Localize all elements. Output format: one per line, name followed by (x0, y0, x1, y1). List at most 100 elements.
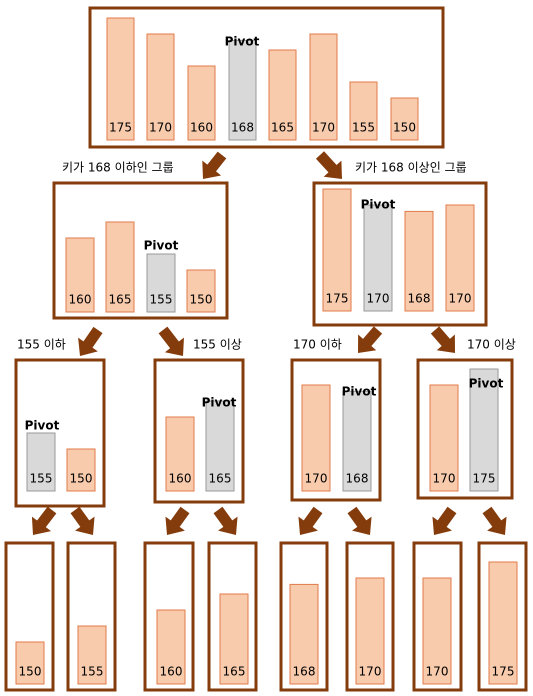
height-bar (228, 39, 257, 141)
height-bar (342, 390, 372, 492)
split-label: 키가 168 이하인 그룹 (62, 161, 174, 175)
group-box (312, 181, 488, 327)
height-value: 168 (408, 292, 431, 306)
pivot-label: Pivot (361, 198, 396, 212)
height-value: 150 (19, 665, 42, 679)
height-bar (301, 384, 331, 492)
split-label: 키가 168 이상인 그룹 (355, 161, 467, 175)
arrow (31, 506, 57, 535)
height-bar (106, 17, 135, 141)
height-bar (77, 625, 107, 685)
height-bar (404, 210, 434, 312)
arrow (298, 506, 323, 535)
height-value: 170 (149, 121, 172, 135)
height-value: 165 (209, 472, 232, 486)
height-bar (445, 204, 475, 312)
height-bar (349, 81, 378, 141)
height-value: 160 (169, 472, 192, 486)
height-value: 155 (352, 121, 375, 135)
height-value: 175 (109, 121, 132, 135)
arrow (78, 326, 103, 356)
group-box (52, 181, 229, 320)
height-value: 170 (426, 665, 449, 679)
height-bar (156, 609, 186, 685)
height-value: 170 (359, 665, 382, 679)
height-value: 168 (293, 665, 316, 679)
height-bar (268, 49, 297, 141)
pivot-label: Pivot (469, 377, 504, 391)
height-value: 150 (393, 121, 416, 135)
split-label: 155 이상 (193, 338, 242, 352)
height-value: 168 (346, 472, 369, 486)
arrow (213, 506, 238, 535)
height-value: 160 (160, 665, 183, 679)
height-value: 168 (231, 121, 254, 135)
height-value: 165 (271, 121, 294, 135)
height-bar (289, 583, 319, 685)
group-box (207, 541, 258, 692)
height-value: 165 (223, 665, 246, 679)
group-box (416, 358, 514, 500)
height-value: 160 (69, 293, 92, 307)
group-box (4, 541, 55, 692)
height-value: 165 (109, 293, 132, 307)
height-bar (146, 253, 176, 313)
height-value: 150 (70, 472, 93, 486)
height-bar (26, 432, 56, 492)
group-box (477, 541, 528, 692)
split-label: 155 이하 (17, 338, 66, 352)
height-bar (15, 641, 45, 685)
group-box (14, 358, 106, 508)
height-bar (219, 593, 249, 685)
height-bar (309, 33, 338, 141)
height-bar (65, 237, 95, 313)
pivot-label: Pivot (225, 35, 260, 49)
height-value: 170 (312, 121, 335, 135)
arrow (202, 151, 227, 179)
group-box (290, 358, 382, 502)
height-value: 170 (433, 472, 456, 486)
height-bar (205, 400, 235, 492)
height-bar (165, 416, 195, 492)
height-bar (187, 65, 216, 141)
arrow (347, 506, 372, 535)
height-value: 160 (190, 121, 213, 135)
height-bar (66, 448, 96, 492)
arrow (165, 506, 190, 535)
height-value: 170 (305, 472, 328, 486)
arrow (482, 506, 507, 535)
group-box (88, 6, 445, 149)
height-value: 170 (367, 292, 390, 306)
group-box (143, 541, 195, 692)
height-bar (105, 221, 135, 313)
group-box (412, 541, 463, 692)
group-box (345, 541, 395, 692)
arrow (430, 326, 455, 353)
height-bar (488, 561, 518, 685)
pivot-label: Pivot (202, 396, 237, 410)
height-bar (469, 368, 499, 492)
arrow (358, 326, 383, 353)
height-bar (186, 269, 216, 313)
pivot-label: Pivot (25, 419, 60, 433)
height-bar (363, 204, 393, 312)
pivot-label: Pivot (144, 239, 179, 253)
height-bar (355, 577, 385, 685)
group-box (279, 541, 329, 692)
height-value: 155 (30, 472, 53, 486)
group-box (153, 358, 245, 504)
height-bar (422, 577, 452, 685)
height-bar (146, 33, 175, 141)
height-bar (429, 384, 459, 492)
pivot-label: Pivot (342, 385, 377, 399)
height-bar (322, 188, 352, 312)
arrow (315, 151, 342, 179)
arrow (70, 506, 95, 535)
height-bar (390, 97, 419, 141)
group-box (66, 541, 117, 692)
height-value: 150 (190, 293, 213, 307)
height-value: 155 (81, 665, 104, 679)
height-value: 170 (449, 292, 472, 306)
height-value: 175 (492, 665, 515, 679)
